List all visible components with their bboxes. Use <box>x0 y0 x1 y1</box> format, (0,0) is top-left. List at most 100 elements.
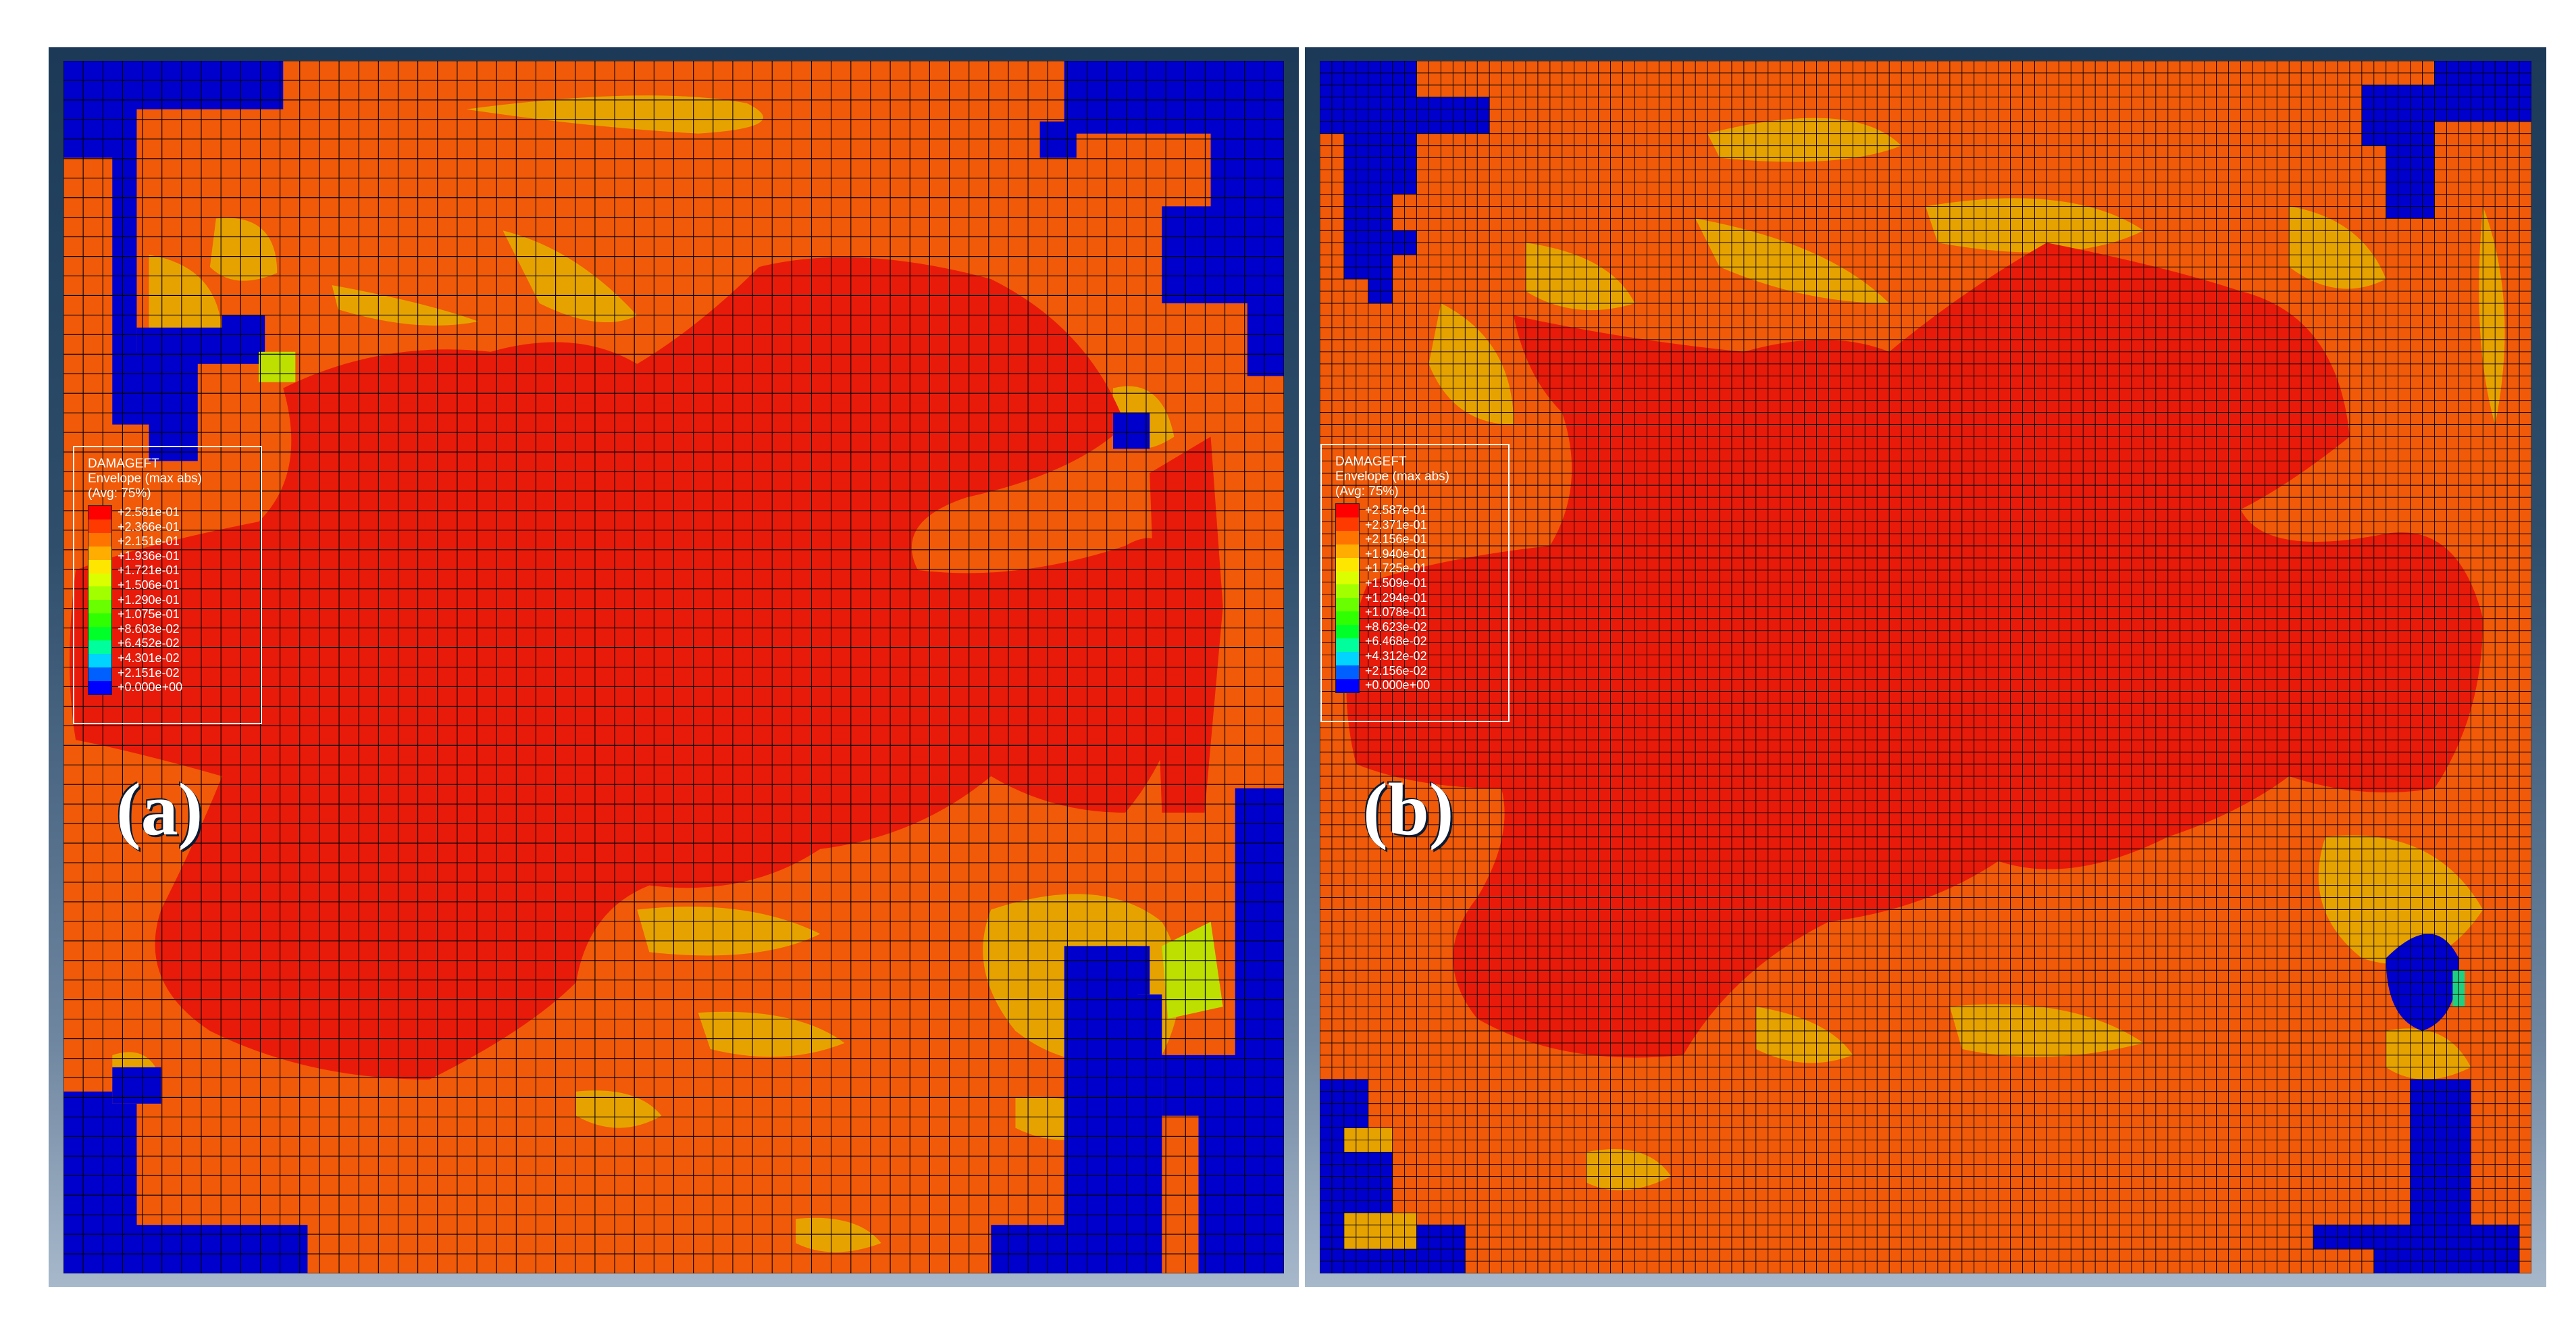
legend-swatch <box>1336 517 1359 531</box>
legend-value: +1.721e-01 <box>118 563 180 578</box>
legend-scale: +2.581e-01 +2.366e-01 +2.151e-01 +1.936e… <box>88 505 251 695</box>
legend-swatch <box>88 653 111 667</box>
yellow-region <box>503 230 638 323</box>
mesh-lines <box>1320 61 2531 1273</box>
legend-swatch <box>88 506 111 519</box>
legend-subtitle: Envelope (max abs) <box>88 472 202 486</box>
legend-value: +1.940e-01 <box>1365 547 1427 561</box>
legend-swatch <box>1336 530 1359 544</box>
legend-value: +2.151e-01 <box>118 534 180 549</box>
lime-cell <box>1162 921 1223 1019</box>
legend-avg: (Avg: 75%) <box>88 486 151 501</box>
legend-value: +1.506e-01 <box>118 578 180 592</box>
red-damage-region <box>1346 243 2483 1058</box>
contour-mesh-a <box>63 61 1284 1273</box>
contour-plot-b <box>1320 61 2531 1273</box>
legend-value: +2.581e-01 <box>118 505 180 519</box>
legend-value: +6.468e-02 <box>1365 634 1427 649</box>
legend-swatch <box>1336 625 1359 639</box>
legend-a: DAMAGEFT Envelope (max abs) (Avg: 75%) +… <box>73 446 262 724</box>
legend-swatch <box>88 559 111 574</box>
viewport-panel-a <box>49 47 1299 1287</box>
blue-region <box>1100 946 1150 995</box>
legend-value: +2.371e-01 <box>1365 517 1427 532</box>
legend-value: +1.294e-01 <box>1365 590 1427 605</box>
viewport-panel-b <box>1305 47 2546 1287</box>
legend-title: DAMAGEFT <box>1335 455 1407 469</box>
legend-value: +1.078e-01 <box>1365 605 1427 619</box>
contour-mesh-b <box>1320 61 2531 1273</box>
legend-value: +1.509e-01 <box>1365 576 1427 590</box>
legend-swatch <box>88 546 111 560</box>
legend-swatch <box>1336 504 1359 517</box>
red-damage-region <box>70 257 1187 1080</box>
legend-value: +2.587e-01 <box>1365 503 1427 517</box>
blue-region <box>222 315 265 352</box>
yellow-region <box>1525 243 1635 311</box>
yellow-region <box>637 907 821 956</box>
legend-swatch <box>1336 678 1359 692</box>
legend-swatch <box>1336 638 1359 652</box>
yellow-region <box>796 1217 881 1252</box>
yellow-region <box>1586 1149 1672 1190</box>
contour-plot-a <box>63 61 1284 1273</box>
legend-values: +2.587e-01 +2.371e-01 +2.156e-01 +1.940e… <box>1365 503 1430 693</box>
yellow-region <box>698 1011 845 1057</box>
lime-cell <box>259 351 296 382</box>
yellow-region <box>575 1090 662 1128</box>
legend-swatch <box>1336 651 1359 665</box>
legend-value: +8.603e-02 <box>118 622 180 636</box>
legend-color-bar <box>1335 503 1360 693</box>
legend-subtitle: Envelope (max abs) <box>1335 470 1449 484</box>
panel-label-b: (b) <box>1363 768 1454 851</box>
legend-title: DAMAGEFT <box>88 457 159 471</box>
legend-swatch <box>88 667 111 681</box>
legend-value: +2.156e-01 <box>1365 532 1427 547</box>
panel-label-a: (a) <box>116 768 203 851</box>
legend-value: +8.623e-02 <box>1365 619 1427 634</box>
legend-swatch <box>88 519 111 533</box>
legend-swatch <box>88 573 111 587</box>
legend-value: +6.452e-02 <box>118 636 180 651</box>
yellow-region <box>2318 835 2483 965</box>
legend-color-bar <box>88 505 112 695</box>
blue-region <box>63 946 1162 1273</box>
mesh-grid-b <box>1320 61 2531 1273</box>
legend-swatch <box>88 627 111 641</box>
legend-value: +4.312e-02 <box>1365 649 1427 663</box>
legend-value: +4.301e-02 <box>118 651 180 665</box>
legend-avg: (Avg: 75%) <box>1335 484 1399 499</box>
legend-b: DAMAGEFT Envelope (max abs) (Avg: 75%) +… <box>1320 444 1510 722</box>
legend-scale: +2.587e-01 +2.371e-01 +2.156e-01 +1.940e… <box>1335 503 1499 693</box>
legend-swatch <box>88 680 111 694</box>
legend-value: +1.725e-01 <box>1365 561 1427 576</box>
blue-region <box>63 61 284 461</box>
legend-value: +1.936e-01 <box>118 549 180 563</box>
legend-swatch <box>88 586 111 601</box>
legend-value: +2.156e-02 <box>1365 663 1427 678</box>
blue-region <box>1039 121 1077 158</box>
legend-value: +1.075e-01 <box>118 607 180 622</box>
blue-region <box>1064 61 1284 376</box>
legend-swatch <box>88 613 111 628</box>
legend-swatch <box>88 640 111 654</box>
legend-value: +0.000e+00 <box>1365 678 1431 692</box>
legend-value: +2.366e-01 <box>118 519 180 534</box>
blue-region <box>1113 412 1150 449</box>
blue-region <box>112 1067 161 1104</box>
legend-swatch <box>1336 584 1359 599</box>
legend-value: +1.290e-01 <box>118 592 180 607</box>
legend-swatch <box>1336 571 1359 585</box>
mesh-lines <box>63 61 1284 1273</box>
yellow-region <box>2386 1028 2471 1080</box>
legend-value: +0.000e+00 <box>118 680 183 694</box>
red-damage-region <box>1150 436 1223 813</box>
blue-region <box>1064 788 1284 1273</box>
legend-swatch <box>88 532 111 547</box>
legend-swatch <box>1336 598 1359 612</box>
legend-swatch <box>1336 665 1359 679</box>
legend-swatch <box>1336 611 1359 626</box>
legend-swatch <box>1336 557 1359 572</box>
mesh-grid-a <box>63 61 1284 1273</box>
yellow-region <box>149 255 222 347</box>
